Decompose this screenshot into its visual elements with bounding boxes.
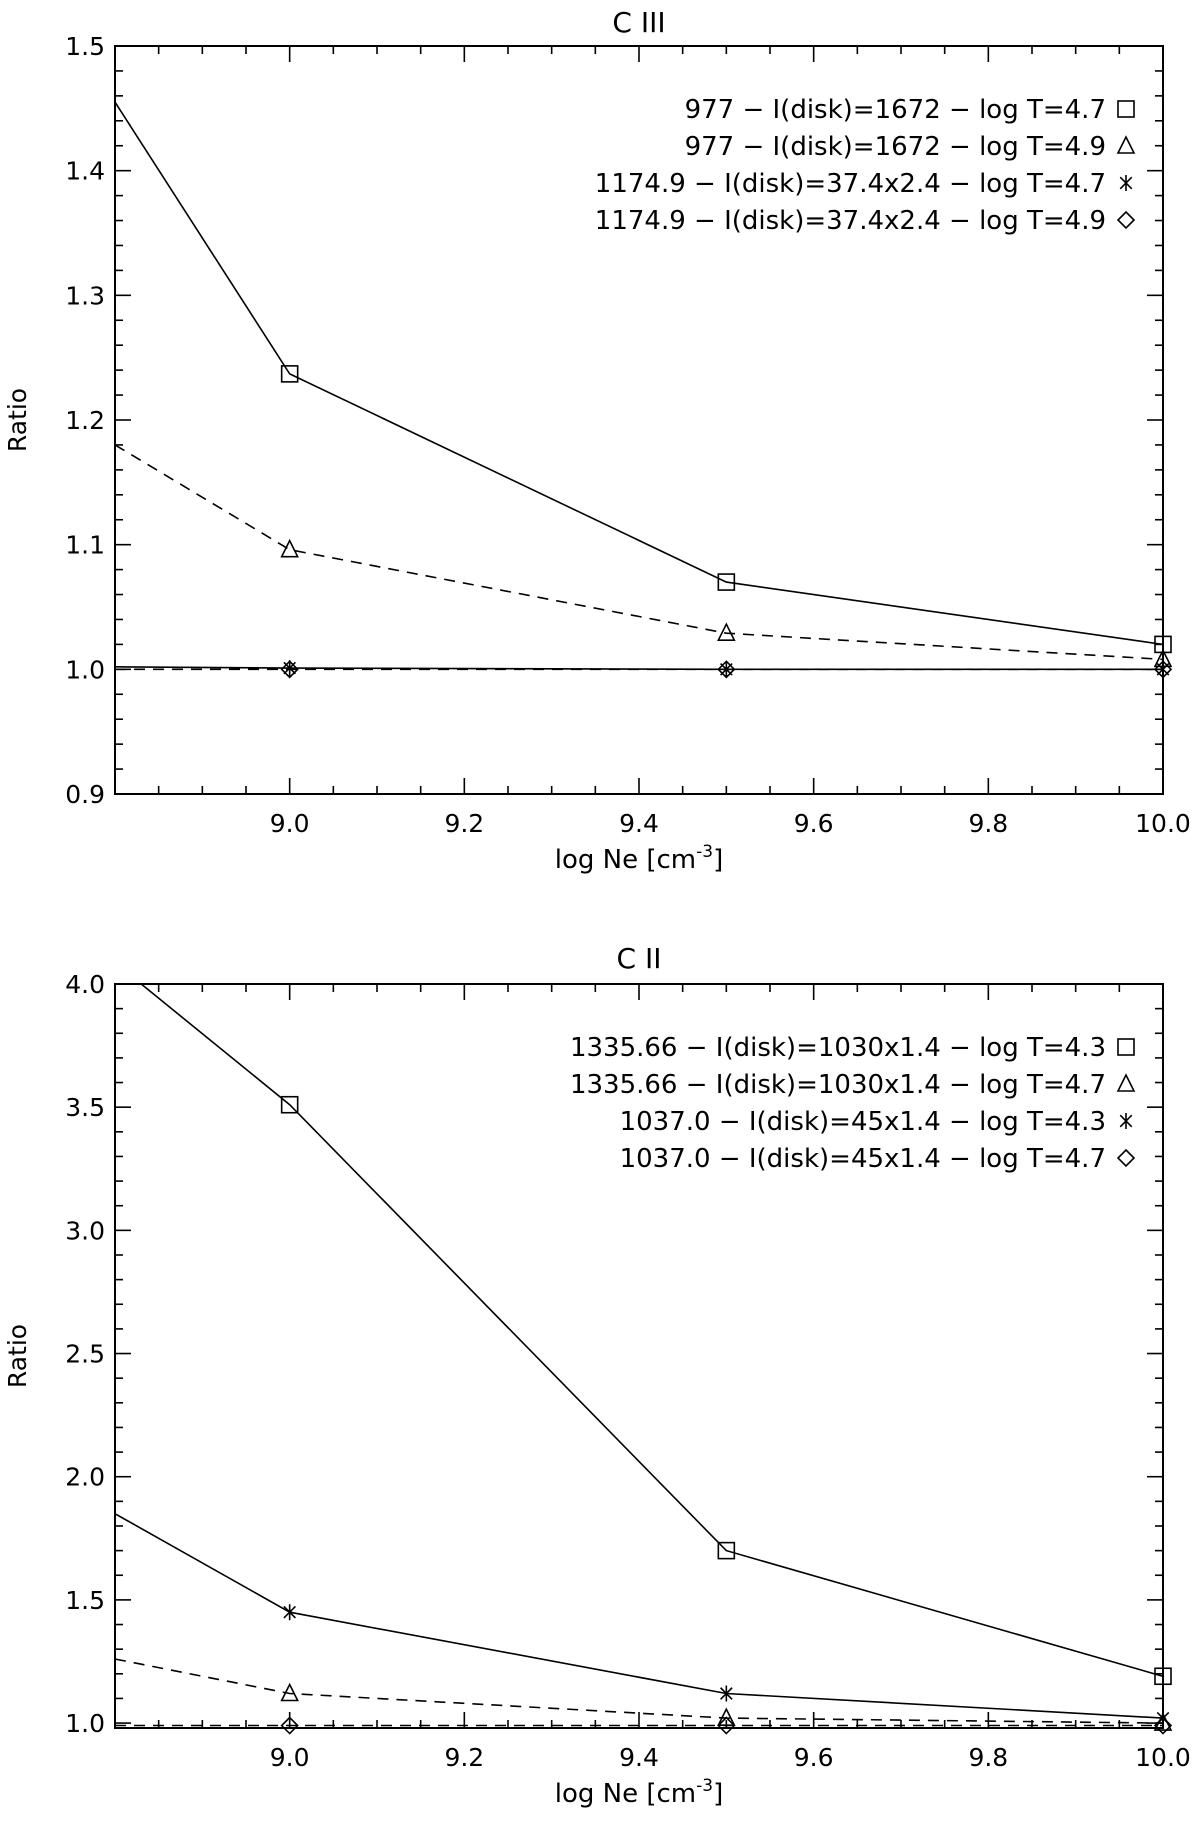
legend: 1335.66 − I(disk)=1030x1.4 − log T=4.3 13… xyxy=(570,1033,1136,1174)
legend-triangle-icon xyxy=(1116,1073,1136,1092)
y-tick-label: 1.3 xyxy=(65,281,105,310)
data-point-square xyxy=(1154,635,1172,654)
data-point-diamond xyxy=(717,660,736,679)
x-axis-label-exponent: -3 xyxy=(696,1776,713,1796)
y-tick-label: 1.5 xyxy=(65,1586,105,1615)
x-tick-label: 9.0 xyxy=(270,1743,310,1772)
legend-label: 1335.66 − I(disk)=1030x1.4 − log T=4.3 xyxy=(570,1033,1106,1063)
data-point-triangle xyxy=(717,1707,736,1726)
data-point-asterisk xyxy=(720,1685,733,1702)
legend-triangle-icon xyxy=(1116,135,1136,154)
markers xyxy=(280,1095,1173,1735)
legend-label: 1174.9 − I(disk)=37.4x2.4 − log T=4.9 xyxy=(595,206,1106,236)
legend-entry: 1037.0 − I(disk)=45x1.4 − log T=4.3 xyxy=(620,1107,1133,1137)
series-line-square xyxy=(115,101,1163,646)
data-point-square xyxy=(280,365,299,383)
legend-asterisk-icon xyxy=(1119,1113,1133,1129)
series-line-asterisk xyxy=(115,666,1163,671)
series-line-triangle xyxy=(115,444,1163,661)
x-axis-label-exponent: -3 xyxy=(696,842,713,862)
legend-entry: 1174.9 − I(disk)=37.4x2.4 − log T=4.9 xyxy=(595,206,1136,236)
data-point-square xyxy=(717,1541,736,1560)
data-point-diamond xyxy=(280,1716,299,1735)
legend-diamond-icon xyxy=(1116,1148,1136,1168)
data-point-diamond xyxy=(1153,1716,1173,1735)
y-tick-label: 0.9 xyxy=(65,780,105,809)
y-tick-label: 4.0 xyxy=(65,970,105,999)
x-axis-label-text: log Ne [cm xyxy=(555,845,696,875)
legend-entry: 977 − I(disk)=1672 − log T=4.9 xyxy=(685,132,1136,162)
legend-diamond-icon xyxy=(1116,210,1136,230)
data-point-square xyxy=(280,1095,299,1114)
legend-label: 1335.66 − I(disk)=1030x1.4 − log T=4.7 xyxy=(570,1070,1106,1100)
data-point-triangle xyxy=(280,538,299,558)
data-point-triangle xyxy=(280,1682,299,1702)
legend-label: 1037.0 − I(disk)=45x1.4 − log T=4.3 xyxy=(620,1107,1106,1137)
y-axis-label: Ratio xyxy=(3,1324,32,1388)
data-point-triangle xyxy=(717,622,736,641)
x-tick-label: 10.0 xyxy=(1135,1743,1191,1772)
x-tick-label: 9.6 xyxy=(794,809,834,838)
legend-label: 1037.0 − I(disk)=45x1.4 − log T=4.7 xyxy=(620,1144,1106,1174)
x-axis-label-close: ] xyxy=(713,845,723,875)
legend-entry: 977 − I(disk)=1672 − log T=4.7 xyxy=(685,95,1135,125)
x-tick-label: 9.2 xyxy=(444,809,484,838)
y-tick-label: 1.4 xyxy=(65,157,105,186)
x-tick-label: 9.4 xyxy=(619,809,659,838)
legend-label: 977 − I(disk)=1672 − log T=4.7 xyxy=(685,95,1106,125)
y-tick-label: 1.0 xyxy=(65,1709,105,1738)
legend-square-icon xyxy=(1117,1038,1135,1056)
x-tick-label: 9.0 xyxy=(270,809,310,838)
y-axis-label: Ratio xyxy=(3,388,32,452)
x-tick-label: 10.0 xyxy=(1135,809,1191,838)
legend-entry: 1037.0 − I(disk)=45x1.4 − log T=4.7 xyxy=(620,1144,1136,1174)
x-tick-label: 9.8 xyxy=(968,1743,1008,1772)
y-tick-label: 3.5 xyxy=(65,1093,105,1122)
x-axis-label-close: ] xyxy=(713,1779,723,1809)
legend-entry: 1335.66 − I(disk)=1030x1.4 − log T=4.3 xyxy=(570,1033,1135,1063)
panel-c-iii: C III 9.0 9.2 9.4 9.6 9.8 10.0 0.9 1.0 1.1 1.2 1.3 1… xyxy=(3,6,1191,875)
data-point-square xyxy=(717,573,736,591)
x-tick-label: 9.6 xyxy=(794,1743,834,1772)
y-tick-label: 1.0 xyxy=(65,655,105,684)
data-point-diamond xyxy=(717,1716,736,1735)
y-tick-label: 2.0 xyxy=(65,1463,105,1492)
y-tick-label: 1.2 xyxy=(65,406,105,435)
y-tick-label: 1.1 xyxy=(65,531,105,560)
legend-label: 1174.9 − I(disk)=37.4x2.4 − log T=4.7 xyxy=(595,169,1106,199)
x-tick-label: 9.8 xyxy=(968,809,1008,838)
chart-title: C III xyxy=(612,6,665,39)
data-point-diamond xyxy=(280,660,299,679)
series-line-square xyxy=(140,984,1163,1678)
data-point-asterisk xyxy=(283,1604,296,1621)
x-axis-label-text: log Ne [cm xyxy=(555,1779,696,1809)
y-tick-label: 2.5 xyxy=(65,1340,105,1369)
legend-entry: 1174.9 − I(disk)=37.4x2.4 − log T=4.7 xyxy=(595,169,1133,199)
x-tick-label: 9.4 xyxy=(619,1743,659,1772)
data-point-diamond xyxy=(1153,660,1173,679)
y-tick-label: 1.5 xyxy=(65,32,105,61)
series-group xyxy=(115,984,1163,1727)
data-point-square xyxy=(1154,1667,1172,1686)
chart-title: C II xyxy=(617,942,662,975)
legend: 977 − I(disk)=1672 − log T=4.7 977 − I(di… xyxy=(595,95,1136,236)
legend-square-icon xyxy=(1117,100,1135,118)
x-axis-label: log Ne [cm-3] xyxy=(555,842,723,875)
legend-entry: 1335.66 − I(disk)=1030x1.4 − log T=4.7 xyxy=(570,1070,1136,1100)
panel-c-ii: C II 9.0 9.2 9.4 9.6 9.8 10.0 1.0 1.5 2.0 2.5 3.0 3.… xyxy=(3,942,1191,1809)
x-tick-label: 9.2 xyxy=(444,1743,484,1772)
series-group xyxy=(115,101,1163,671)
legend-asterisk-icon xyxy=(1119,175,1133,191)
y-tick-label: 3.0 xyxy=(65,1216,105,1245)
x-axis-label: log Ne [cm-3] xyxy=(555,1776,723,1809)
legend-label: 977 − I(disk)=1672 − log T=4.9 xyxy=(685,132,1106,162)
series-line-asterisk xyxy=(115,1513,1163,1719)
markers xyxy=(280,365,1173,679)
